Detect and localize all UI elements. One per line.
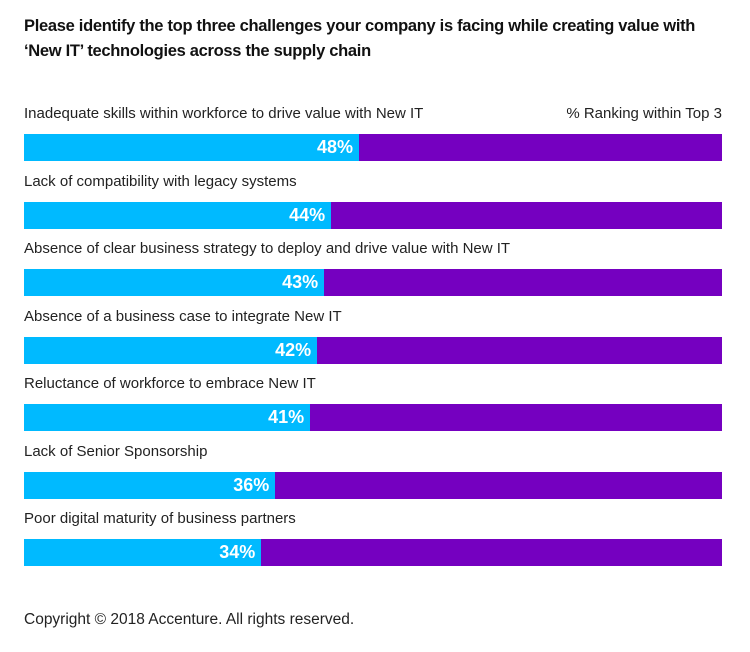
bar-value-label: 41% xyxy=(268,407,305,427)
bar-value-fill xyxy=(24,269,325,296)
bar-value-fill xyxy=(24,201,332,229)
bar-remainder: 43% xyxy=(24,269,722,296)
category-label: Absence of clear business strategy to de… xyxy=(24,240,511,257)
bar-value-fill xyxy=(24,134,360,161)
bar-value-label: 44% xyxy=(289,204,326,225)
bar-value-label: 36% xyxy=(233,474,270,495)
bar-value-fill xyxy=(24,336,318,364)
category-label: Lack of Senior Sponsorship xyxy=(24,442,208,460)
category-label: Reluctance of workforce to embrace New I… xyxy=(24,375,316,392)
legend-label: % Ranking within Top 3 xyxy=(566,105,722,122)
bar-value-label: 42% xyxy=(275,339,312,360)
chart-title: Please identify the top three challenges… xyxy=(24,17,696,60)
copyright-footer: Copyright © 2018 Accenture. All rights r… xyxy=(24,611,355,628)
bar-value-fill xyxy=(24,404,311,431)
bar-remainder: 42% xyxy=(24,336,722,364)
bar-remainder: 41% xyxy=(24,404,722,431)
bar-remainder: 48% xyxy=(24,134,722,161)
category-label: Absence of a business case to integrate … xyxy=(24,307,342,325)
bar-value-label: 48% xyxy=(317,137,354,157)
bar-value-fill xyxy=(24,539,262,566)
bar-remainder: 34% xyxy=(24,539,722,566)
bar-value-label: 34% xyxy=(219,542,256,562)
bar-remainder: 44% xyxy=(24,201,722,229)
category-label: Lack of compatibility with legacy system… xyxy=(24,172,297,190)
bar-remainder: 36% xyxy=(24,471,722,499)
bar-value-label: 43% xyxy=(282,272,319,292)
category-label: Poor digital maturity of business partne… xyxy=(24,510,296,527)
category-label: Inadequate skills within workforce to dr… xyxy=(24,105,424,122)
bar-value-fill xyxy=(24,471,276,499)
